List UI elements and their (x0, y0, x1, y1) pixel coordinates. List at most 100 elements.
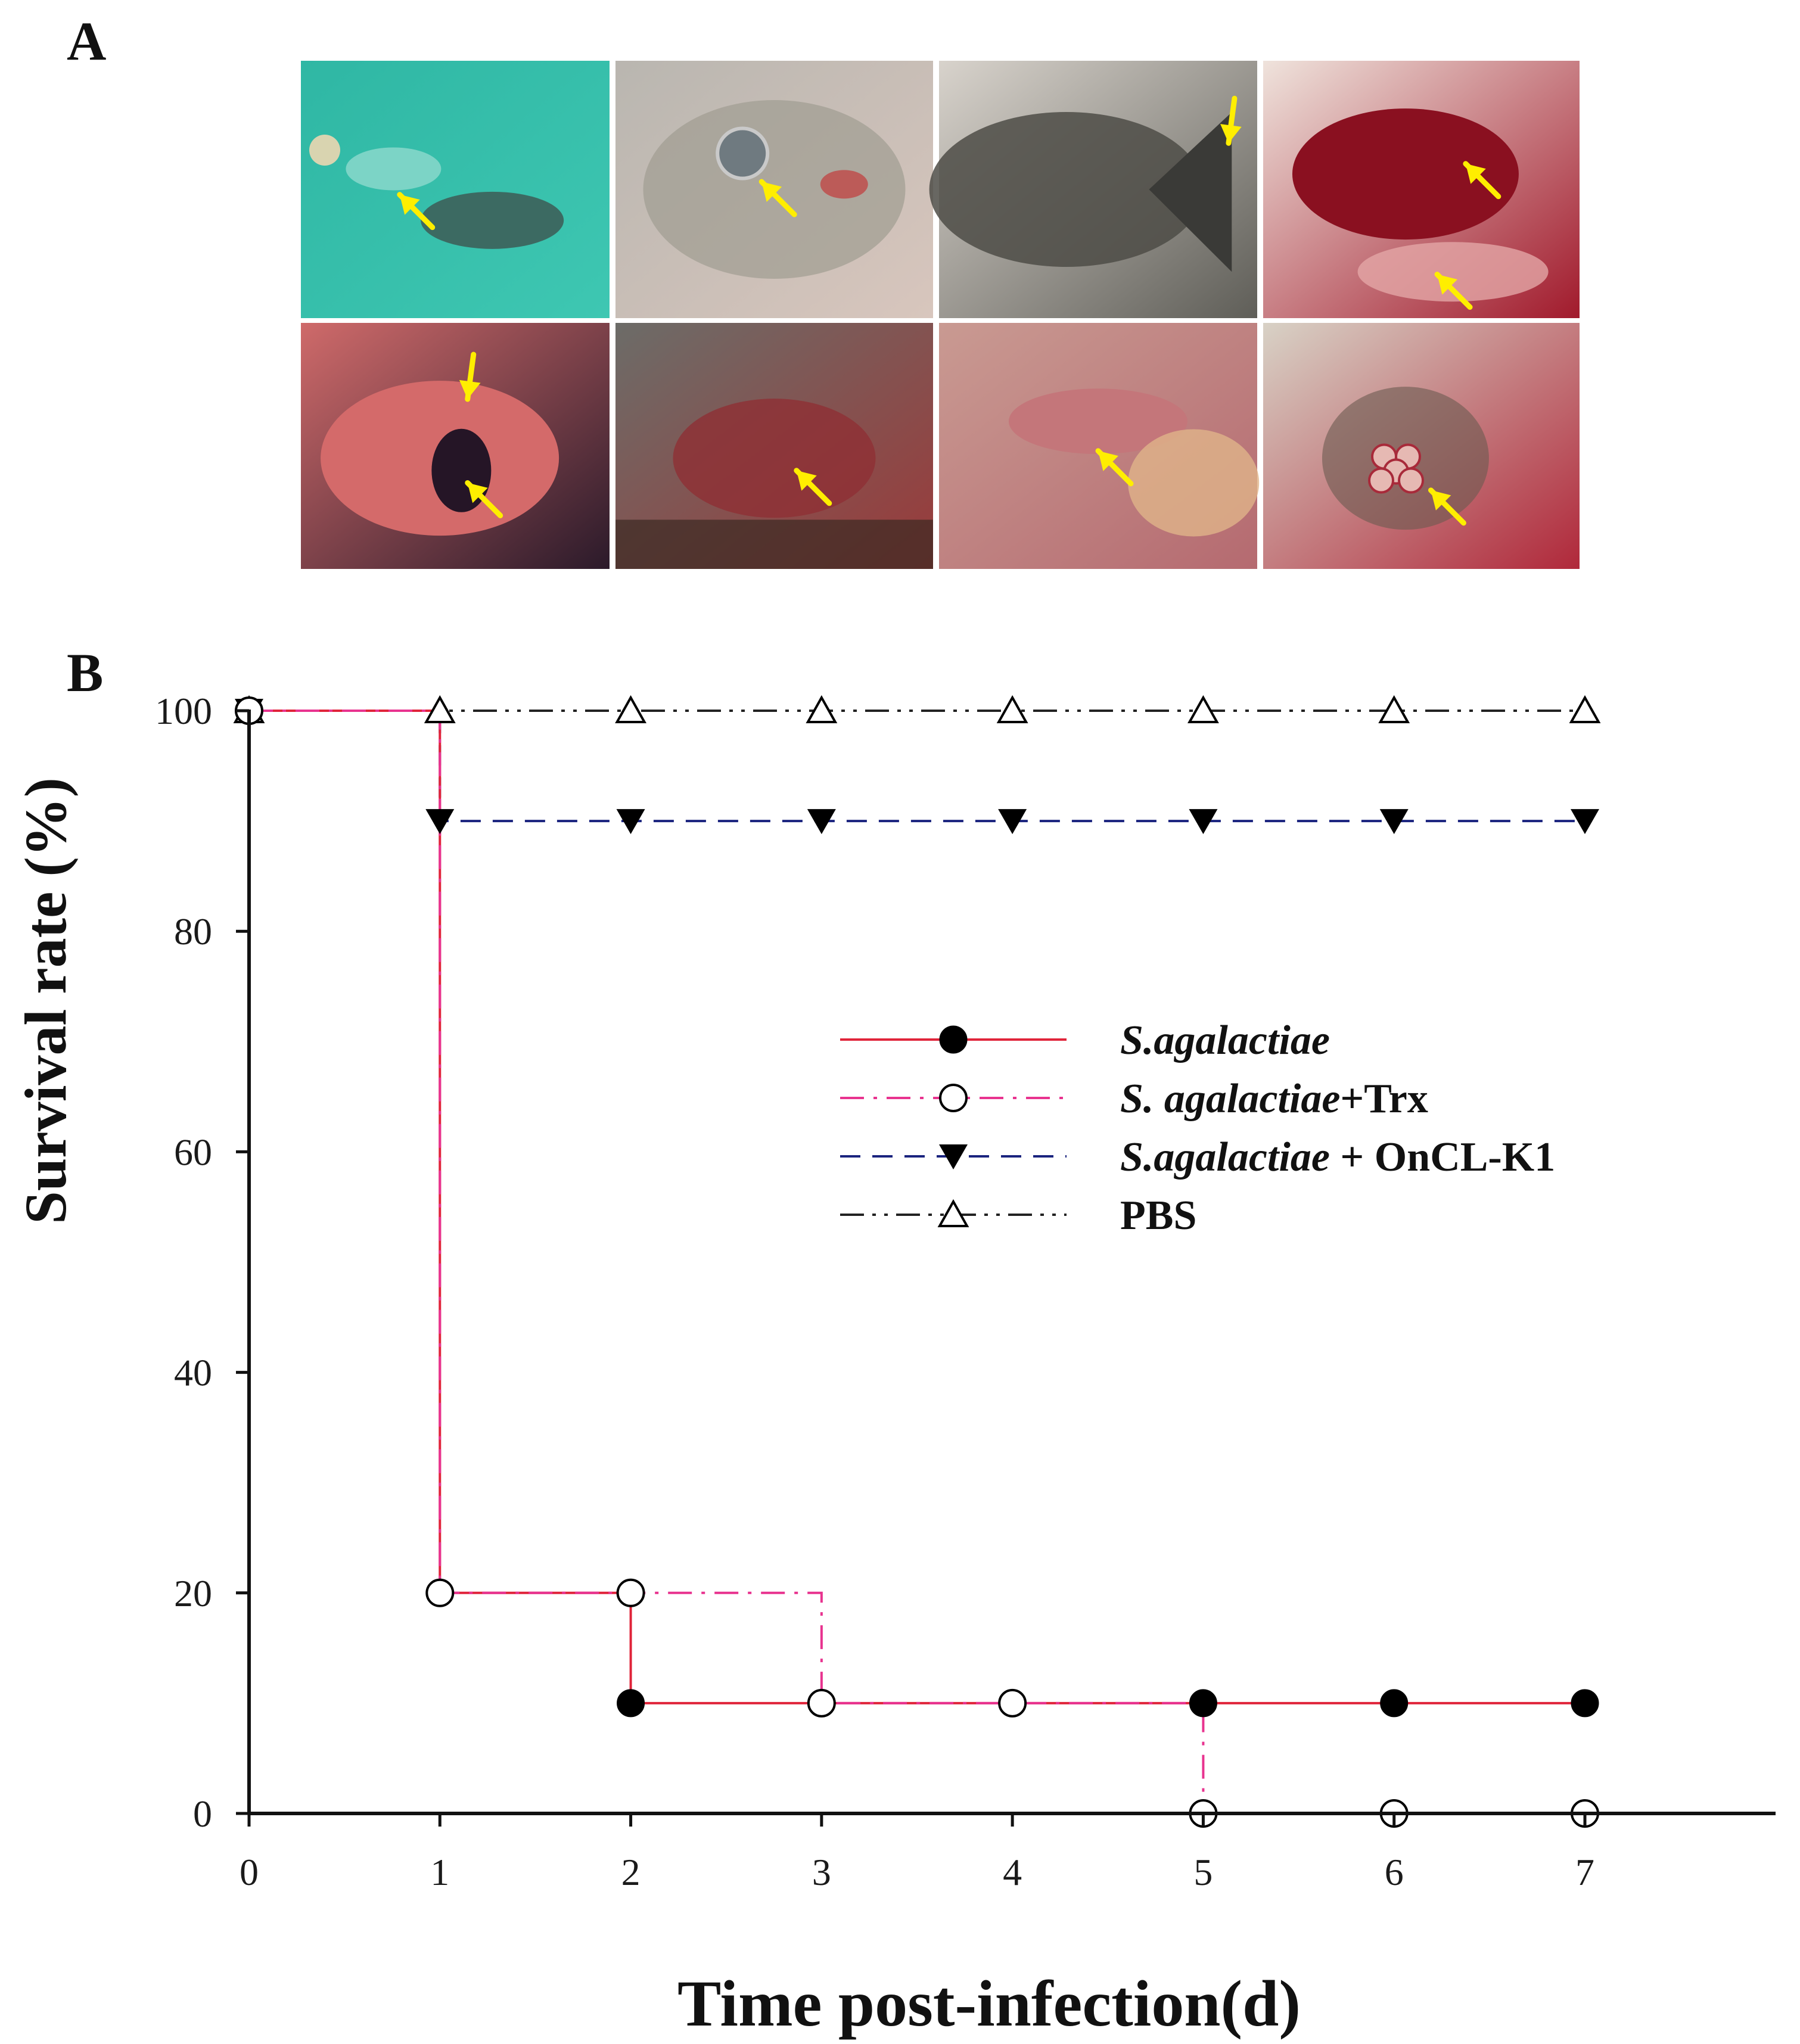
data-point-s-agalactiae (1189, 1689, 1217, 1718)
series-line-s-agalactiae-oncl-k1 (249, 710, 1585, 823)
photo-fish-in-tank (301, 61, 610, 318)
tail-fin-shape (1149, 112, 1232, 272)
photo-fish-tail (929, 61, 1257, 318)
fish-shape (421, 191, 564, 249)
y-tick-label: 20 (174, 1572, 212, 1614)
y-tick-label: 40 (174, 1352, 212, 1394)
legend-marker-swatch (939, 1025, 968, 1054)
series-layer (249, 710, 1585, 1815)
photo-gills (1263, 61, 1580, 318)
arrow-icon (1428, 487, 1466, 526)
drain-icon (309, 135, 340, 166)
legend-label-suffix: PBS (1120, 1193, 1196, 1239)
legend-label-suffix: +Trx (1340, 1076, 1428, 1122)
legend-marker-swatch (937, 1199, 969, 1227)
fish-body-shape (929, 112, 1204, 267)
data-point-pbs (1187, 695, 1219, 723)
y-tick-label: 80 (174, 910, 212, 953)
y-tick-label: 100 (155, 690, 212, 732)
x-tick-label: 5 (1193, 1851, 1213, 1893)
legend-entry: PBS (840, 1193, 1196, 1239)
data-point-s-agalactiae-trx (616, 1578, 645, 1607)
legend-label-italic: S.agalactiae (1120, 1134, 1330, 1180)
arrow-icon (397, 192, 436, 231)
data-point-s-agalactiae-trx (998, 1688, 1027, 1718)
photo-intestine (939, 323, 1260, 569)
arrow-icon (459, 351, 481, 402)
panel-b-label: B (67, 642, 103, 703)
legend-entry: S.agalactiae + OnCL-K1 (840, 1134, 1555, 1180)
data-point-s-agalactiae (617, 1689, 645, 1718)
photo-background (301, 61, 610, 318)
legend-marker-swatch (939, 1144, 968, 1169)
photo-open-cavity (615, 323, 933, 569)
legend-entry: S. agalactiae+Trx (840, 1076, 1428, 1122)
legend-marker-swatch (939, 1084, 968, 1112)
fin-shape (1357, 242, 1549, 302)
data-point-pbs (424, 695, 456, 723)
axes-layer (247, 710, 1776, 1815)
y-tick-label: 60 (174, 1131, 212, 1173)
data-point-s-agalactiae-oncl-k1 (807, 809, 836, 835)
photo-liver-spleen (301, 323, 610, 569)
lesion-shape (820, 170, 868, 199)
data-point-s-agalactiae-oncl-k1 (1379, 809, 1409, 835)
data-point-pbs (1378, 695, 1410, 723)
cavity-shape (673, 399, 876, 518)
x-tick-label: 6 (1385, 1851, 1404, 1893)
data-point-s-agalactiae-oncl-k1 (1571, 809, 1599, 835)
photo-fish-head-eye (615, 61, 933, 318)
legend-entry: S.agalactiae (840, 1018, 1330, 1063)
data-point-pbs (615, 695, 646, 723)
photo-grid (301, 61, 1580, 569)
arrow-icon (1463, 161, 1501, 200)
x-axis-title: Time post-infection(d) (677, 1967, 1301, 2040)
data-point-s-agalactiae (1380, 1689, 1409, 1718)
arrow-icon (1220, 95, 1242, 146)
fish-shape (346, 147, 442, 191)
eye-shape (716, 126, 770, 181)
intestine-shape (1009, 388, 1187, 455)
legend-label: PBS (1120, 1193, 1196, 1239)
data-point-pbs (1569, 695, 1601, 723)
x-tick-label: 0 (240, 1851, 259, 1893)
x-tick-label: 3 (812, 1851, 831, 1893)
series-line-s-agalactiae (249, 710, 1585, 1704)
y-tick-label: 0 (193, 1793, 212, 1835)
legend-label: S.agalactiae + OnCL-K1 (1120, 1134, 1555, 1180)
x-tick-label: 7 (1575, 1851, 1594, 1893)
data-point-s-agalactiae-oncl-k1 (425, 809, 455, 835)
legend-label: S. agalactiae+Trx (1120, 1076, 1428, 1122)
data-point-pbs (806, 695, 838, 723)
fat-shape (1128, 429, 1260, 537)
arrow-icon (1434, 272, 1473, 310)
x-tick-label: 4 (1003, 1851, 1022, 1893)
arrow-icon (465, 480, 503, 518)
x-tick-label: 2 (621, 1851, 641, 1893)
arrow-icon (758, 179, 797, 217)
data-point-s-agalactiae-trx (425, 1578, 455, 1607)
data-point-s-agalactiae-oncl-k1 (1189, 809, 1218, 835)
legend-label: S.agalactiae (1120, 1018, 1330, 1063)
arrow-icon (794, 468, 832, 506)
data-point-s-agalactiae-trx (807, 1688, 836, 1718)
series-line-s-agalactiae-trx (249, 710, 1585, 1815)
legend-label-italic: S. agalactiae (1120, 1076, 1340, 1122)
x-tick-label: 1 (430, 1851, 449, 1893)
cavity-floor-shape (615, 519, 933, 569)
data-point-s-agalactiae (1571, 1689, 1599, 1718)
gill-shape (1292, 108, 1519, 240)
legend-label-italic: S.agalactiae (1120, 1018, 1330, 1063)
data-point-s-agalactiae-oncl-k1 (998, 809, 1027, 835)
survival-chart: 0 1 2 3 4 5 6 7 0 20 40 60 80 100 Survival rate (%) T… (13, 690, 1776, 2040)
data-point-s-agalactiae-oncl-k1 (616, 809, 645, 835)
arrow-icon (1095, 448, 1134, 487)
legend-label-suffix: + OnCL-K1 (1330, 1134, 1555, 1180)
ticks-layer: 0 1 2 3 4 5 6 7 0 20 40 60 80 100 (155, 690, 1594, 1893)
panel-a-label: A (67, 11, 106, 71)
brain-lobe-shape (1398, 467, 1425, 494)
photo-brain (1263, 323, 1580, 569)
y-axis-title: Survival rate (%) (13, 777, 79, 1224)
